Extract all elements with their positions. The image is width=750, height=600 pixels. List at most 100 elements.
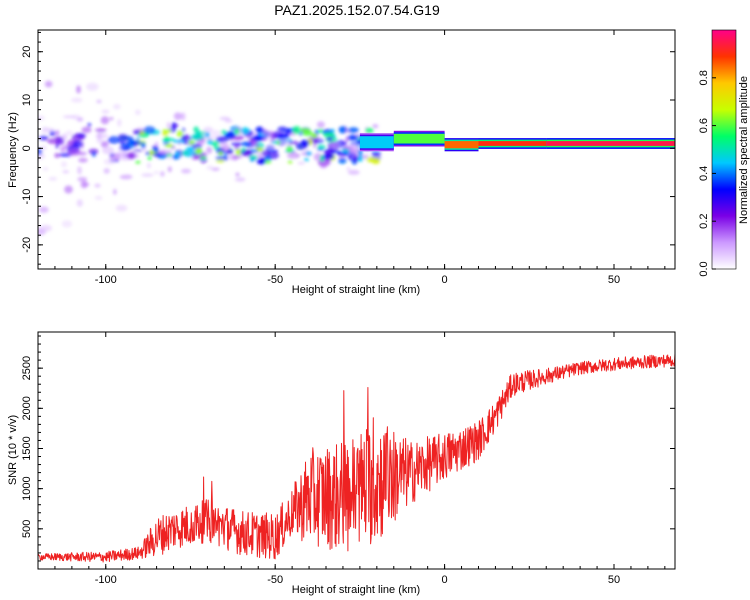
spectrogram-band-blob	[135, 160, 141, 164]
spectrogram-blob	[160, 171, 165, 177]
snr-ytick-label: 1500	[21, 436, 33, 460]
spectrogram-band-blob	[147, 156, 152, 161]
spectrogram-blob	[64, 185, 73, 194]
spectrogram-band-blob	[218, 150, 223, 156]
spectrogram-blob	[62, 170, 70, 174]
spectrogram-band-blob	[224, 131, 236, 139]
spectrogram-blob	[371, 151, 382, 156]
colorbar-label: Normalized spectral amplitude	[738, 76, 750, 224]
spectrogram-blob	[203, 126, 214, 133]
spectrogram-blob	[94, 183, 101, 188]
spectrogram-ylabel: Frequency (Hz)	[7, 112, 19, 188]
spectrogram-blob	[113, 188, 117, 195]
colorbar-tick-label: 0.8	[698, 70, 710, 85]
spectrogram-band-blob	[205, 131, 210, 138]
snr-ytick-label: 1000	[21, 476, 33, 500]
spectrogram-blob	[86, 82, 99, 91]
spectrogram-band-blob	[195, 147, 203, 155]
colorbar-ticks: 0.0 0.2 0.4 0.6 0.8	[698, 70, 716, 277]
spectrogram-band-blob	[277, 133, 290, 140]
spectrogram-blob	[234, 128, 240, 135]
spectrogram-band-blob	[240, 127, 250, 134]
spectrogram-blob	[135, 109, 141, 116]
spectrogram-band-blob	[371, 157, 381, 165]
spectrogram-band-blob	[348, 127, 359, 133]
colorbar-frame	[711, 29, 737, 270]
spectrogram-blob	[117, 118, 122, 127]
spectrogram-blob	[95, 128, 107, 133]
colorbar-tick-label: 0.6	[698, 118, 710, 133]
spectrogram-band-core	[393, 133, 445, 144]
spectrogram-blob	[76, 85, 81, 94]
spectrogram-blob	[166, 122, 171, 129]
spectrogram-blob	[286, 153, 298, 159]
spectrogram-band-blob	[225, 149, 234, 154]
spectrogram-blob	[113, 103, 121, 110]
spectrogram-blob	[211, 167, 220, 171]
spectrogram-blob	[265, 144, 276, 149]
spectrogram-blob	[317, 128, 324, 133]
spectrogram-band-blob	[176, 130, 183, 138]
spectrogram-band-blob	[152, 153, 162, 157]
spectrogram-blob	[103, 158, 116, 165]
spectrogram-blob	[83, 183, 90, 186]
spectrogram-band-blob	[199, 156, 207, 160]
spectrogram-blob	[67, 148, 81, 156]
snr-ticks: -100 -50 0 50 500 1000 1500 2000 2500	[21, 332, 675, 586]
spectrogram-blob	[224, 152, 228, 159]
spectrogram-xlabel: Height of straight line (km)	[292, 284, 420, 296]
snr-ytick-label: 2000	[21, 396, 33, 420]
spectrogram-band-core	[359, 136, 394, 149]
spectrogram-blob	[42, 128, 55, 132]
spectrogram-heatmap	[38, 80, 675, 236]
spectrogram-ytick-label: -20	[21, 237, 33, 253]
spectrogram-band-blob	[303, 157, 309, 162]
spectrogram-blob	[48, 177, 58, 181]
spectrogram-band-blob	[339, 126, 345, 134]
spectrogram-band-blob	[311, 132, 318, 139]
spectrogram-blob	[119, 143, 131, 152]
spectrogram-blob	[297, 161, 306, 165]
spectrogram-blob	[234, 177, 246, 182]
spectrogram-band-blob	[347, 134, 358, 141]
colorbar-tick-label: 0.2	[698, 214, 710, 229]
spectrogram-blob	[127, 152, 136, 160]
spectrogram-blob	[211, 129, 221, 138]
spectrogram-blob	[56, 137, 64, 145]
spectrogram-blob	[102, 146, 115, 155]
spectrogram-band-blob	[264, 155, 272, 161]
spectrogram-band-core	[546, 141, 675, 146]
spectrogram-blob	[319, 159, 328, 169]
spectrogram-blob	[95, 132, 108, 139]
spectrogram-blob	[76, 199, 83, 207]
spectrogram-band-blob	[353, 156, 359, 162]
spectrogram-band-blob	[322, 132, 335, 138]
spectrogram-frame	[37, 29, 676, 270]
colorbar-bar	[712, 30, 736, 269]
spectrogram-band-blob	[317, 145, 326, 149]
spectrogram-blob	[346, 167, 350, 171]
spectrogram-blob	[191, 156, 202, 160]
snr-ytick-label: 500	[21, 520, 33, 538]
spectrogram-blob	[77, 177, 88, 182]
spectrogram-blob	[77, 151, 87, 156]
spectrogram-band-blob	[287, 160, 293, 164]
spectrogram-blob	[122, 174, 132, 178]
snr-xtick-label: -100	[95, 574, 117, 586]
spectrogram-blob	[103, 168, 110, 174]
spectrogram-band-blob	[302, 130, 313, 136]
spectrogram-ytick-label: 20	[21, 46, 33, 58]
spectrogram-band-blob	[186, 146, 194, 151]
spectrogram-xtick-label: 0	[442, 274, 448, 286]
spectrogram-blob	[216, 135, 229, 143]
spectrogram-blob	[171, 122, 178, 130]
spectrogram-blob	[153, 170, 159, 175]
spectrogram-band-blob	[248, 155, 258, 160]
spectrogram-band-blob	[285, 128, 292, 135]
spectrogram-blob	[88, 148, 99, 155]
snr-xtick-label: 50	[608, 574, 620, 586]
spectrogram-band-blob	[162, 129, 172, 133]
